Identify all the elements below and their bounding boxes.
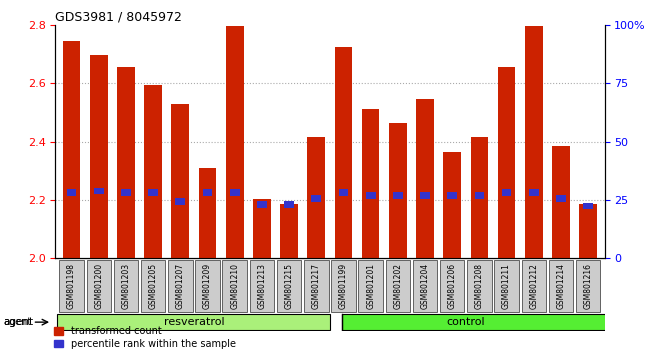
Text: GSM801204: GSM801204 [421, 263, 430, 309]
FancyBboxPatch shape [304, 259, 328, 312]
FancyBboxPatch shape [467, 259, 491, 312]
Bar [63, 41, 81, 258]
Bar [67, 189, 77, 196]
Bar [583, 202, 593, 209]
Text: GSM801212: GSM801212 [529, 263, 538, 309]
Bar [362, 109, 380, 258]
Text: GSM801217: GSM801217 [312, 263, 321, 309]
Bar [447, 193, 457, 199]
Bar [311, 195, 321, 202]
Text: GSM801200: GSM801200 [94, 263, 103, 309]
Text: resveratrol: resveratrol [164, 317, 224, 327]
Text: GSM801202: GSM801202 [393, 263, 402, 309]
Legend: transformed count, percentile rank within the sample: transformed count, percentile rank withi… [53, 326, 236, 349]
Bar [339, 189, 348, 196]
FancyBboxPatch shape [332, 259, 356, 312]
Text: GSM801216: GSM801216 [584, 263, 593, 309]
Bar [474, 193, 484, 199]
Text: GSM801215: GSM801215 [285, 263, 294, 309]
Bar [280, 204, 298, 258]
FancyBboxPatch shape [114, 259, 138, 312]
Bar [199, 168, 216, 258]
Bar [148, 189, 158, 196]
Bar [443, 152, 461, 258]
Text: GSM801208: GSM801208 [475, 263, 484, 309]
Bar [420, 193, 430, 199]
Bar [552, 146, 570, 258]
Bar [90, 56, 108, 258]
Bar [366, 193, 376, 199]
FancyBboxPatch shape [141, 259, 165, 312]
Bar [172, 104, 189, 258]
FancyBboxPatch shape [440, 259, 465, 312]
FancyBboxPatch shape [250, 259, 274, 312]
Bar [226, 26, 244, 258]
Bar [144, 85, 162, 258]
Bar [498, 67, 515, 258]
Text: GSM801213: GSM801213 [257, 263, 266, 309]
FancyBboxPatch shape [222, 259, 247, 312]
FancyBboxPatch shape [413, 259, 437, 312]
Bar [121, 189, 131, 196]
Text: GSM801199: GSM801199 [339, 263, 348, 309]
Bar [525, 26, 543, 258]
FancyBboxPatch shape [195, 259, 220, 312]
FancyBboxPatch shape [342, 314, 629, 330]
Text: GSM801205: GSM801205 [149, 263, 158, 309]
Text: GSM801214: GSM801214 [556, 263, 566, 309]
Bar [230, 189, 240, 196]
FancyBboxPatch shape [277, 259, 302, 312]
Bar [579, 204, 597, 258]
FancyBboxPatch shape [549, 259, 573, 312]
Bar [416, 99, 434, 258]
Bar [176, 198, 185, 205]
Text: control: control [447, 317, 485, 327]
FancyBboxPatch shape [576, 259, 601, 312]
Bar [203, 189, 213, 196]
FancyBboxPatch shape [385, 259, 410, 312]
Text: GSM801210: GSM801210 [230, 263, 239, 309]
Text: GSM801207: GSM801207 [176, 263, 185, 309]
FancyBboxPatch shape [57, 314, 330, 330]
Text: GSM801198: GSM801198 [67, 263, 76, 309]
FancyBboxPatch shape [495, 259, 519, 312]
Bar [307, 137, 325, 258]
FancyBboxPatch shape [521, 259, 546, 312]
Bar [389, 122, 407, 258]
Text: agent: agent [3, 318, 31, 327]
Bar [529, 189, 539, 196]
Text: GDS3981 / 8045972: GDS3981 / 8045972 [55, 11, 182, 24]
Bar [556, 195, 566, 202]
Bar [253, 199, 271, 258]
Bar [393, 193, 403, 199]
Bar [471, 137, 488, 258]
FancyBboxPatch shape [86, 259, 111, 312]
Text: GSM801201: GSM801201 [366, 263, 375, 309]
Text: GSM801211: GSM801211 [502, 263, 511, 309]
Bar [284, 201, 294, 207]
Text: GSM801209: GSM801209 [203, 263, 212, 309]
Bar [257, 201, 266, 207]
FancyBboxPatch shape [358, 259, 383, 312]
Bar [94, 188, 103, 194]
Text: agent: agent [3, 317, 33, 327]
Text: GSM801206: GSM801206 [448, 263, 457, 309]
Bar [117, 67, 135, 258]
Text: GSM801203: GSM801203 [122, 263, 131, 309]
Bar [335, 47, 352, 258]
FancyBboxPatch shape [59, 259, 84, 312]
FancyBboxPatch shape [168, 259, 192, 312]
Bar [502, 189, 512, 196]
